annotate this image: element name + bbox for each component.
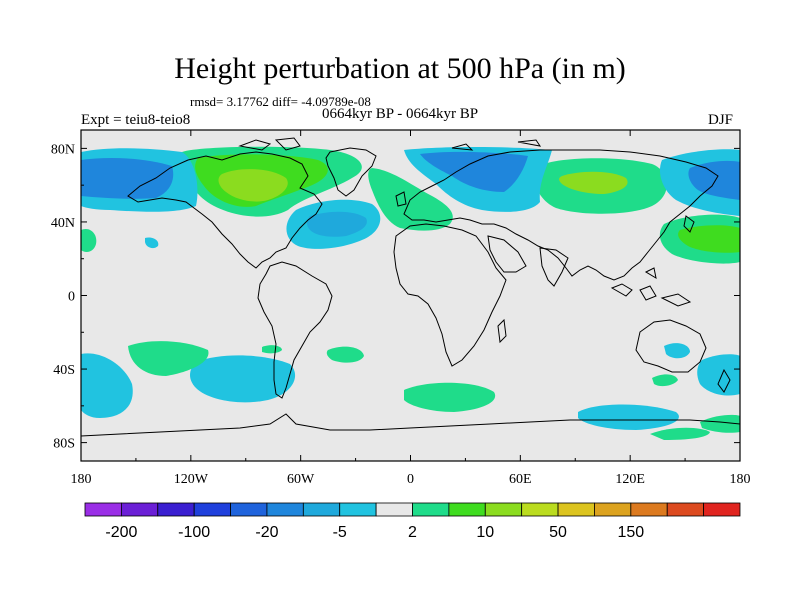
colorbar-swatch [266,502,304,517]
colorbar-label: -100 [178,524,210,541]
colorbar-swatch [230,502,268,517]
colorbar-label: -200 [105,524,137,541]
coast-antarctica [81,413,740,437]
colorbar-label: 2 [408,524,417,541]
coast-japan [683,215,695,233]
coast-australia [635,319,707,373]
colorbar-swatch [84,502,122,517]
x-tick-label: 60E [509,472,532,487]
map-title: Height perturbation at 500 hPa (in m) [174,52,626,85]
coast-arctic-islands [238,137,542,151]
anomaly-eurasia-neg-strong [420,151,528,192]
x-tick-label: 120W [174,472,209,487]
anomaly-sh-neg-5 [697,354,740,396]
colorbar-label: 10 [476,524,494,541]
y-tick-label: 40S [53,363,75,378]
colorbar-swatch [302,502,341,517]
colorbar-swatch [521,502,559,517]
colorbar-swatch [193,502,231,517]
coast-north-america [127,151,323,269]
anomaly-sh-pos-3 [326,346,364,363]
colorbar-swatch [120,502,159,517]
colorbar-label: -20 [255,524,278,541]
colorbar-swatch [375,502,413,517]
coast-arabia [487,235,527,273]
anomaly-sh-neg-2 [190,355,296,403]
y-tick-label: 0 [68,290,75,305]
anomaly-fields [81,146,740,440]
colorbar-label: -5 [333,524,347,541]
anomaly-natl-neg-strong [307,211,367,237]
anomaly-small-neg-1 [145,237,159,249]
colorbar-swatch [157,502,195,517]
coast-africa [393,223,507,367]
colorbar-swatch [557,502,595,517]
coast-south-america [257,261,333,399]
x-tick-label: 120E [615,472,645,487]
y-tick-label: 80S [53,437,75,452]
colorbar-swatch [448,502,486,517]
x-tick-label: 180 [71,472,92,487]
latitude-ticks: 80N 40N 0 40S 80S [51,142,740,452]
anomaly-sh-neg-4 [664,343,690,359]
anomaly-sh-pos-6 [650,427,710,440]
colorbar [84,502,741,517]
y-tick-label: 40N [51,216,75,231]
colorbar-swatch [339,502,377,517]
anomaly-na-20 [218,169,288,202]
anomaly-npac-10 [678,225,740,253]
coast-new-zealand [717,368,731,393]
stats-text: rmsd= 3.17762 diff= -4.09789e-08 [190,94,371,109]
x-tick-label: 180 [730,472,751,487]
anomaly-arctic-pac-neg-strong [81,158,174,199]
anomaly-sh-pos-1 [128,341,209,376]
coast-uk [395,191,407,207]
experiment-label: Expt = teiu8-teio8 [81,112,191,128]
coast-india [539,247,569,287]
y-tick-label: 80N [51,142,75,157]
colorbar-labels: -200 -100 -20 -5 2 10 50 150 [105,524,644,541]
period-label: 0664kyr BP - 0664kyr BP [322,106,479,122]
anomaly-sh-pos-7 [700,414,740,433]
anomaly-sh-neg-1 [81,353,133,418]
colorbar-swatch [484,502,523,517]
colorbar-label: 150 [617,524,644,541]
coast-maritime [610,267,692,307]
colorbar-swatch [630,502,668,517]
anomaly-pac-west-2 [81,228,97,252]
coast-madagascar [497,318,507,344]
anomaly-asia-10 [559,171,628,194]
anomaly-sh-pos-4 [404,382,496,412]
anomaly-sh-pos-5 [652,374,678,387]
colorbar-swatch [666,502,705,517]
coast-eurasia [403,149,719,281]
longitude-ticks: 180 120W 60W 0 60E 120E 180 [71,130,751,487]
season-label: DJF [708,112,734,128]
colorbar-swatch [703,502,741,517]
coast-greenland [325,147,377,197]
colorbar-swatch [594,502,632,517]
colorbar-label: 50 [549,524,567,541]
anomaly-sh-neg-3 [578,404,679,430]
x-tick-label: 60W [287,472,315,487]
coastlines [81,137,740,437]
anomaly-sh-pos-2 [262,345,282,354]
colorbar-swatch [412,502,450,517]
x-tick-label: 0 [407,472,414,487]
anomaly-siberia-neg-strong [688,160,740,200]
